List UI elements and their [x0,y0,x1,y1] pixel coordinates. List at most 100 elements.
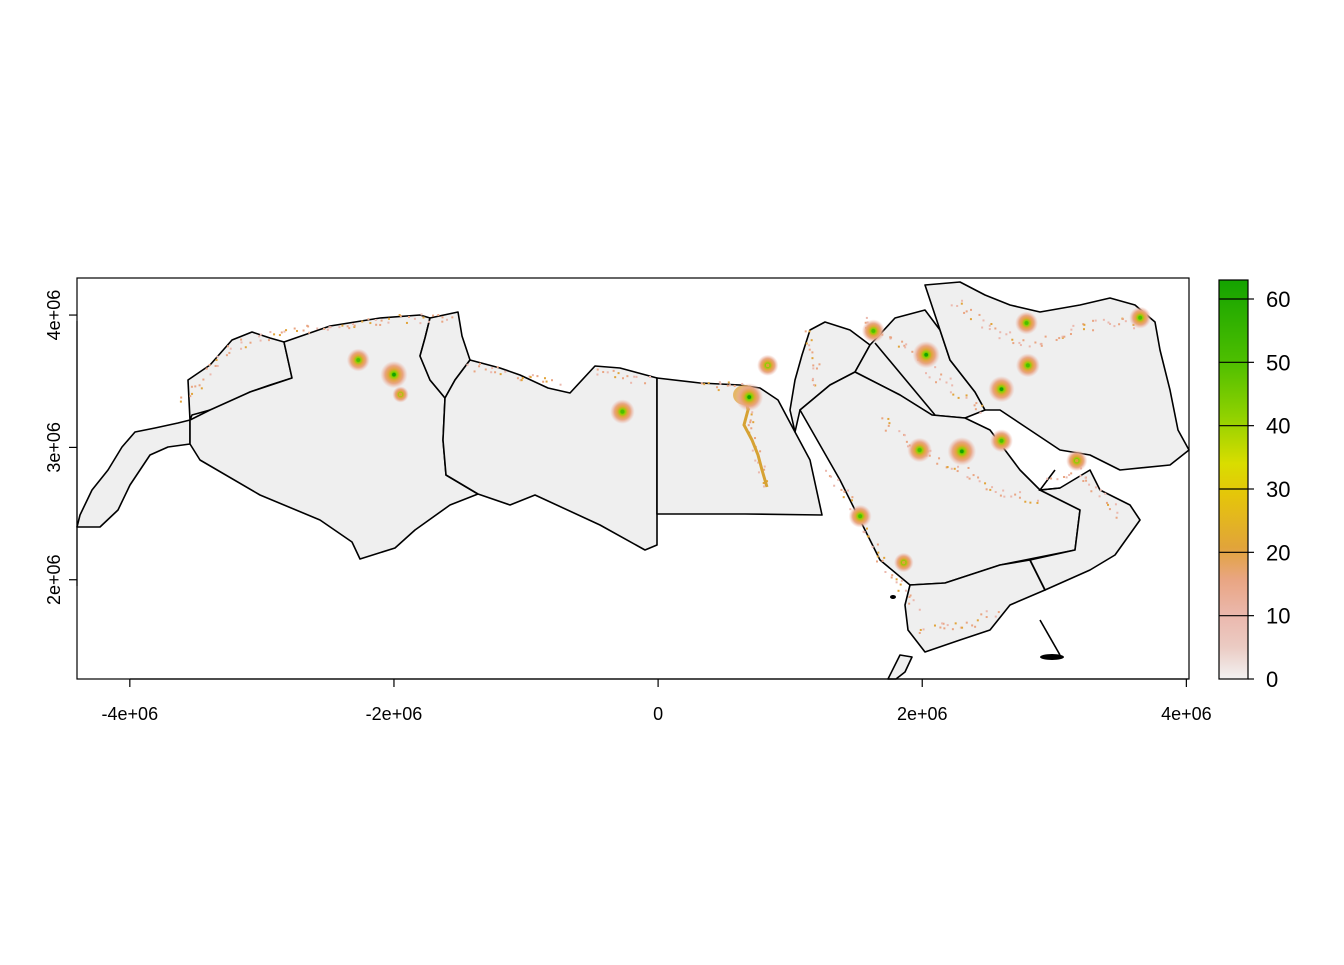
population-speck [941,622,944,625]
population-speck [757,461,760,464]
population-speck [1084,476,1087,479]
population-speck [938,457,941,460]
population-speck [750,413,753,416]
population-speck [719,382,722,385]
population-speck [946,466,949,469]
population-speck [1009,331,1012,334]
population-speck [897,589,900,592]
population-speck [1082,328,1085,331]
population-speck [1088,483,1091,486]
population-speck [369,322,372,325]
population-speck [1107,503,1110,506]
population-speck [189,395,192,398]
population-speck [1083,323,1086,326]
population-speck [278,334,281,337]
population-speck [545,380,548,383]
population-speck [960,302,963,305]
population-speck [989,488,992,491]
population-speck [216,364,219,367]
population-speck [903,434,906,437]
population-speck [405,321,408,324]
population-speck [226,345,229,348]
population-speck [966,476,969,479]
population-speck [1079,474,1082,477]
population-speck [1028,345,1031,348]
population-speck [810,339,813,342]
population-speck [1046,477,1049,480]
population-speck [895,581,898,584]
population-speck [622,377,625,380]
country-borders [76,281,1190,680]
population-speck [258,335,261,338]
population-speck [812,367,815,370]
population-speck [612,369,615,372]
population-speck [978,480,981,483]
population-speck [971,624,974,627]
y-tick-label: 4e+06 [44,290,64,341]
population-speck [945,381,948,384]
population-speck [908,596,911,599]
population-speck [904,346,907,349]
population-speck [881,559,884,562]
population-speck [884,429,887,432]
population-speck [949,377,952,380]
population-speck [240,338,243,341]
population-speck [965,621,968,624]
population-speck [491,367,494,370]
population-speck [757,471,760,474]
population-speck [269,331,272,334]
population-speck [1109,322,1112,325]
population-speck [280,331,283,334]
population-speck [367,318,370,321]
x-tick-label: -4e+06 [102,704,159,724]
population-speck [895,578,898,581]
population-speck [972,474,975,477]
population-speck [229,347,232,350]
population-speck [754,437,757,440]
population-speck [888,422,891,425]
population-speck [1094,486,1097,489]
population-speck [883,556,886,559]
population-speck [997,611,1000,614]
population-speck [749,419,752,422]
population-speck [985,616,988,619]
population-speck [374,319,377,322]
population-speck [1107,321,1110,324]
population-speck [1014,493,1017,496]
population-speck [1090,490,1093,493]
population-speck [596,373,599,376]
border-qatar-uae [1038,469,1061,491]
population-speck [441,316,444,319]
hotspot-core [765,363,770,368]
population-speck [904,589,907,592]
population-speck [938,378,941,381]
population-speck [1115,516,1118,519]
population-speck [543,377,546,380]
population-speck [1068,473,1071,476]
population-speck [703,383,706,386]
population-speck [887,424,890,427]
population-speck [293,327,296,330]
population-speck [529,376,532,379]
population-speck [1039,343,1042,346]
population-speck [494,371,497,374]
country-oman [1029,469,1141,591]
population-speck [249,341,252,344]
population-speck [936,462,939,465]
population-speck [1082,323,1085,326]
population-speck [341,324,344,327]
population-speck [496,366,499,369]
hotspot-core [356,358,361,362]
population-speck [909,594,912,597]
population-speck [849,508,852,511]
hotspot-core [901,560,906,565]
population-speck [1056,478,1059,481]
population-speck [825,469,828,472]
population-speck [1070,328,1073,331]
population-speck [891,574,894,577]
population-speck [215,358,218,361]
hotspot-core [747,395,752,399]
population-speck [1040,344,1043,347]
population-speck [614,376,617,379]
population-speck [863,531,866,534]
